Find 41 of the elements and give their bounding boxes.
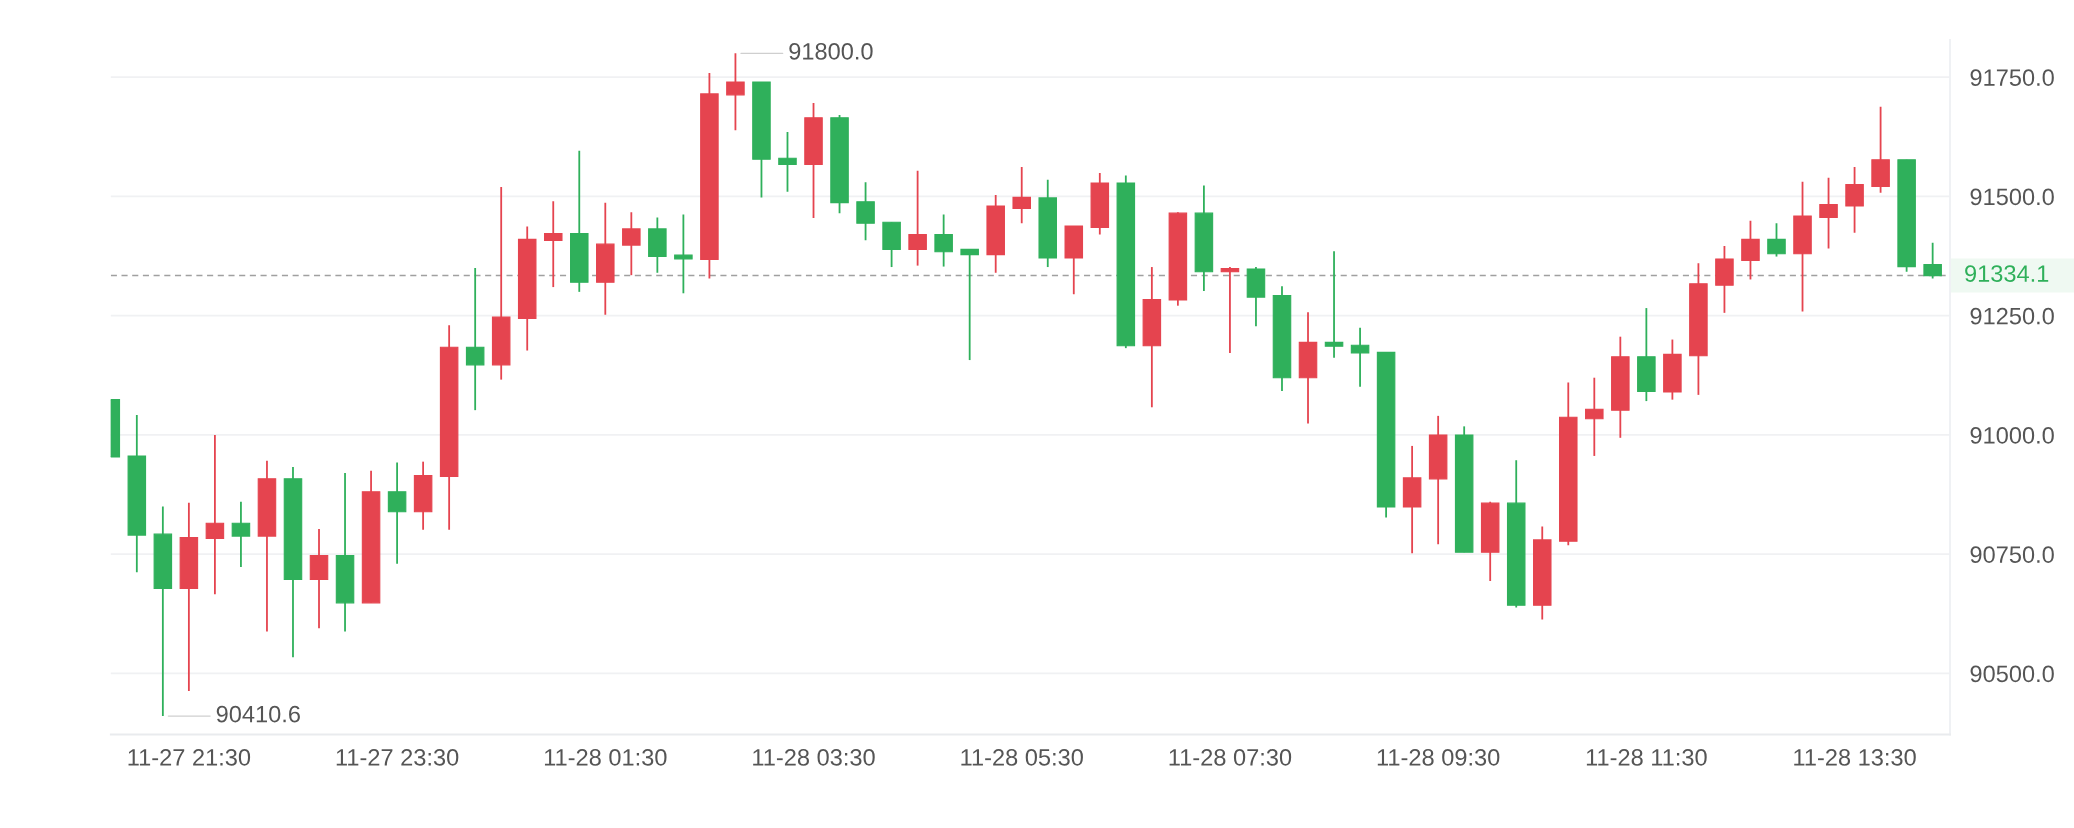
ref-line-label: 91334.1 xyxy=(1965,265,2049,282)
y-tick-label: 91250.0 xyxy=(1970,307,2054,325)
candlestick xyxy=(908,169,927,267)
candlestick xyxy=(1350,326,1370,388)
y-tick-label: 91000.0 xyxy=(1970,427,2054,444)
y-tick-label: 91750.0 xyxy=(1970,69,2054,86)
candlestick xyxy=(1585,376,1604,457)
candlestick xyxy=(309,528,329,630)
x-tick-label: 11-27 23:30 xyxy=(336,749,459,766)
annotation: 91800.0 xyxy=(789,42,873,60)
x-tick-label: 11-27 21:30 xyxy=(128,749,251,766)
candlestick xyxy=(622,211,641,277)
candlestick xyxy=(1324,250,1344,359)
x-tick-label: 11-28 01:30 xyxy=(544,749,667,766)
candlestick xyxy=(726,52,745,132)
candlestick xyxy=(231,500,251,568)
candlestick xyxy=(960,248,979,361)
x-tick-label: 11-28 03:30 xyxy=(753,749,875,766)
candlestick xyxy=(1741,219,1760,281)
candlestick xyxy=(1012,165,1031,225)
candlestick xyxy=(778,131,797,193)
candlestick xyxy=(205,434,225,596)
candlestick xyxy=(1767,222,1786,258)
candlestick xyxy=(387,461,407,565)
x-tick-label: 11-28 11:30 xyxy=(1586,749,1707,766)
candlestick xyxy=(856,181,875,242)
candlestick xyxy=(1845,165,1864,234)
candlestick xyxy=(543,200,563,288)
x-tick-label: 11-28 09:30 xyxy=(1377,749,1500,766)
candlestick xyxy=(674,213,693,295)
candlestick xyxy=(1819,176,1838,250)
candlestick xyxy=(934,213,953,268)
annotation: 90410.6 xyxy=(216,705,300,723)
y-tick-label: 90500.0 xyxy=(1970,665,2054,683)
y-tick-label: 91500.0 xyxy=(1970,188,2054,206)
x-tick-label: 11-28 13:30 xyxy=(1794,749,1916,766)
candlestick xyxy=(1923,241,1942,280)
x-tick-label: 11-28 07:30 xyxy=(1169,749,1292,766)
y-tick-label: 90750.0 xyxy=(1970,546,2054,563)
x-tick-label: 11-28 05:30 xyxy=(961,749,1083,766)
candlestick xyxy=(465,267,485,412)
